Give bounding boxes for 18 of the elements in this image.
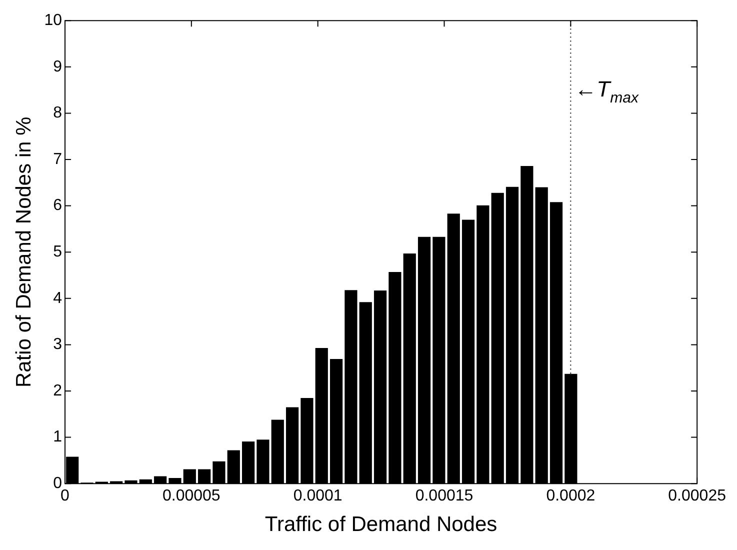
x-axis-title: Traffic of Demand Nodes bbox=[264, 513, 498, 536]
y-tick-label: 0 bbox=[53, 475, 62, 492]
y-tick-label: 4 bbox=[53, 290, 62, 307]
y-tick-label: 9 bbox=[53, 58, 62, 76]
x-tick-label: 0.00015 bbox=[415, 488, 474, 505]
x-tick-label: 0.0002 bbox=[546, 488, 596, 505]
y-tick-label: 8 bbox=[53, 104, 62, 122]
y-tick-label: 1 bbox=[53, 428, 62, 446]
y-tick-label: 3 bbox=[53, 336, 62, 354]
x-tick-label: 0.00005 bbox=[162, 488, 220, 505]
x-tick-label: 0.00025 bbox=[668, 488, 726, 505]
y-tick-label: 7 bbox=[53, 150, 62, 168]
y-tick-label: 10 bbox=[44, 12, 62, 30]
y-axis-title: Ratio of Demand Nodes in % bbox=[12, 116, 36, 388]
y-tick-label: 6 bbox=[53, 197, 62, 214]
y-tick-label: 5 bbox=[53, 244, 62, 261]
y-tick-label: 2 bbox=[53, 382, 62, 400]
x-tick-label: 0.0001 bbox=[293, 488, 342, 505]
